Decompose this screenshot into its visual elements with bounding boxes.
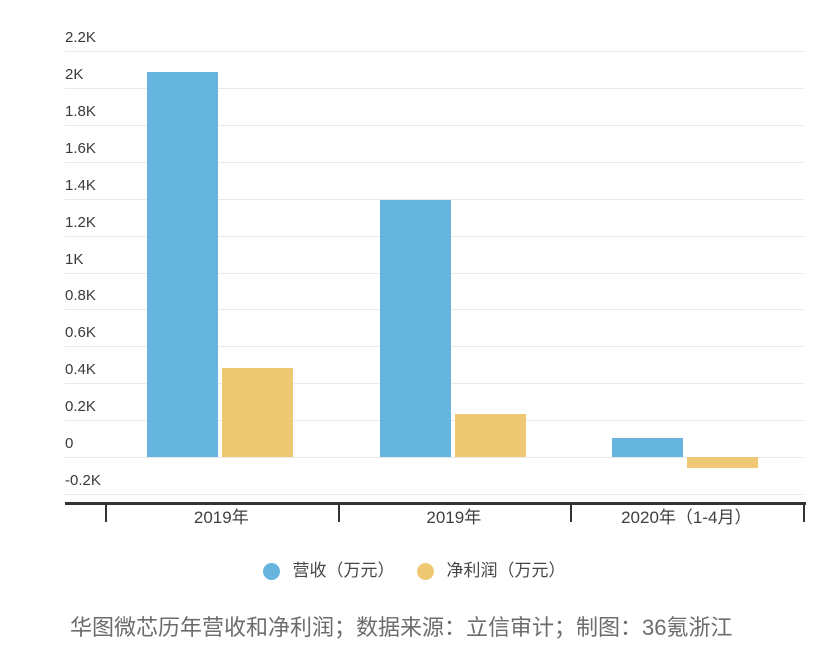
y-axis-tick-label: 1.2K [65, 213, 96, 231]
y-axis-tick-label: 0.2K [65, 398, 96, 416]
x-axis-tick [337, 504, 340, 522]
y-axis-tick-label: -0.2K [65, 471, 101, 489]
category-label-3: 2020年（1-4月） [621, 508, 752, 527]
gridline [65, 161, 804, 163]
gridline [65, 457, 804, 458]
y-axis-tick-label: 1.8K [65, 102, 96, 120]
category-label-1: 2019年 [193, 508, 249, 527]
bar-revenue-group1 [147, 72, 219, 457]
y-axis-tick-label: 1K [65, 250, 84, 268]
gridline [65, 51, 804, 53]
y-axis-tick-label: 0.6K [65, 324, 96, 342]
legend-label-profit: 净利润（万元） [446, 561, 566, 580]
bar-profit-group1 [222, 368, 294, 457]
gridline [65, 124, 804, 126]
y-axis-tick-label: 1.4K [65, 176, 96, 194]
x-axis-tick [105, 504, 107, 522]
profit-swatch-icon [416, 562, 434, 580]
x-axis-line [65, 501, 806, 505]
legend-label-revenue: 营收（万元） [292, 561, 395, 580]
bar-revenue-group2 [379, 199, 451, 457]
y-axis-tick-label: 0.8K [65, 287, 96, 305]
chart-legend: 营收（万元） 净利润（万元） [0, 560, 828, 582]
y-axis-tick-label: 0.4K [65, 361, 96, 379]
bar-profit-group3 [687, 457, 759, 469]
legend-item-profit[interactable]: 净利润（万元） [416, 560, 566, 582]
bar-profit-group2 [454, 413, 526, 457]
y-axis-tick-label: 2.2K [65, 29, 96, 47]
bar-revenue-group3 [612, 437, 684, 457]
gridline [65, 493, 804, 495]
legend-item-revenue[interactable]: 营收（万元） [262, 560, 395, 582]
category-label-2: 2019年 [426, 508, 482, 527]
gridline [65, 198, 804, 200]
y-axis-tick-label: 0 [65, 435, 74, 452]
gridline [65, 88, 804, 89]
chart-caption: 华图微芯历年营收和净利润；数据来源：立信审计；制图：36氪浙江 [70, 615, 733, 640]
revenue-swatch-icon [262, 562, 280, 580]
x-axis-tick [802, 504, 805, 522]
y-axis-tick-label: 2K [65, 66, 84, 83]
y-axis-tick-label: 1.6K [65, 139, 96, 157]
x-axis-tick [570, 504, 572, 522]
